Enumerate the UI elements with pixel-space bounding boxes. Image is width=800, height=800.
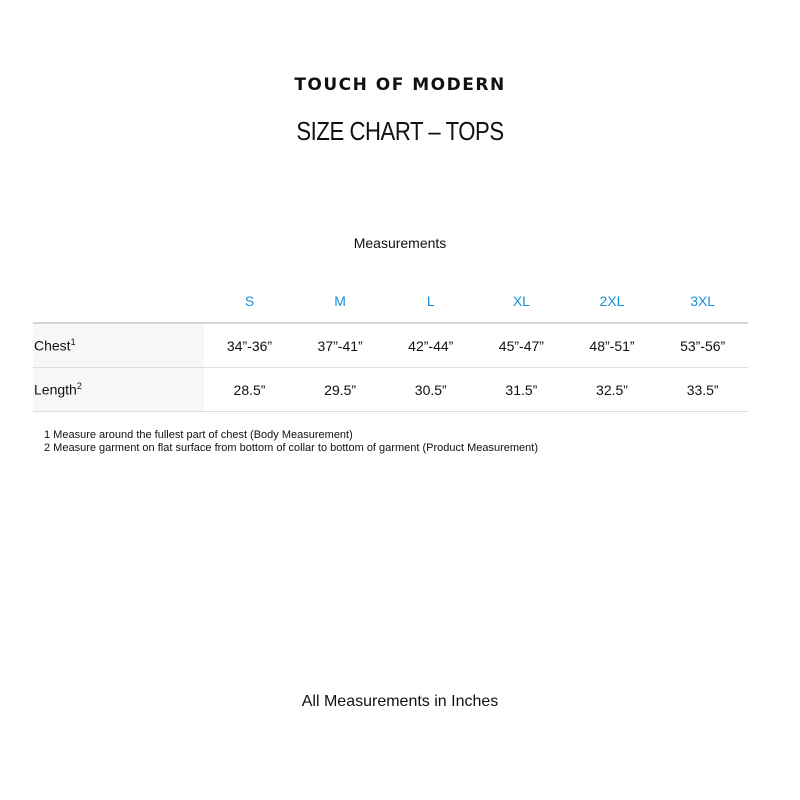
empty-header (33, 280, 204, 323)
table-cell: 37”-41” (294, 322, 386, 368)
size-header-row: S M L XL 2XL 3XL (33, 280, 748, 323)
size-header: 2XL (599, 293, 625, 309)
table-cell: 42”-44” (385, 322, 477, 368)
table-cell: 45”-47” (476, 322, 567, 368)
page-title: SIZE CHART – TOPS (296, 116, 504, 146)
footnotes: 1 Measure around the fullest part of che… (44, 429, 538, 455)
size-header: S (244, 293, 255, 309)
table-cell: 28.5” (204, 367, 295, 412)
footnote-marker: 1 (70, 337, 76, 348)
section-label: Measurements (353, 235, 447, 251)
table-cell: 48”-51” (566, 322, 658, 368)
table-cell: 31.5” (476, 367, 567, 412)
size-header: M (334, 293, 346, 309)
table-cell: 32.5” (566, 367, 658, 412)
size-header: 3XL (690, 293, 716, 309)
table-cell: 33.5” (657, 367, 748, 412)
row-label-text: Length (34, 381, 77, 398)
size-header: L (426, 293, 435, 309)
footnote: 1 Measure around the fullest part of che… (44, 429, 353, 441)
size-table: S M L XL 2XL 3XL Chest1 34”-36” 37”-41” … (33, 280, 748, 412)
brand-logo: TOUCH OF MODERN (294, 75, 506, 95)
table-cell: 30.5” (385, 367, 477, 412)
row-label: Chest1 (33, 322, 205, 368)
size-header: XL (512, 293, 530, 309)
table-cell: 53”-56” (657, 322, 748, 368)
footnote: 2 Measure garment on flat surface from b… (44, 442, 538, 454)
unit-note: All Measurements in Inches (301, 693, 499, 710)
table-row-length: Length2 28.5” 29.5” 30.5” 31.5” 32.5” 33… (33, 367, 748, 412)
table-cell: 34”-36” (204, 322, 295, 368)
footnote-marker: 2 (76, 381, 82, 392)
table-row-chest: Chest1 34”-36” 37”-41” 42”-44” 45”-47” 4… (33, 322, 748, 368)
row-label-text: Chest (34, 337, 71, 354)
row-label: Length2 (33, 367, 205, 412)
table-cell: 29.5” (294, 367, 386, 412)
